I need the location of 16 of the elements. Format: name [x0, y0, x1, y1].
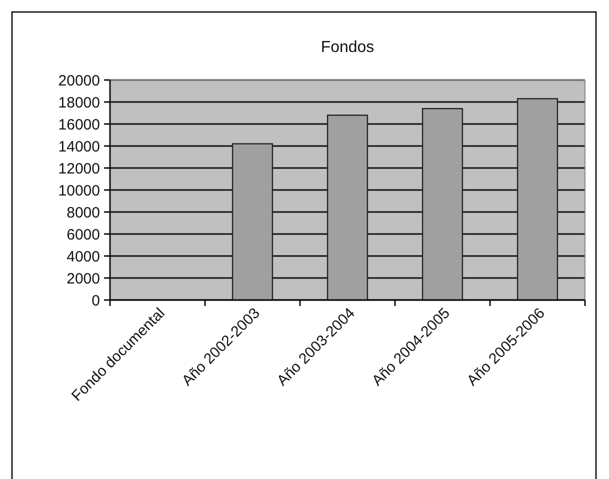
y-tick-label: 16000 — [58, 116, 100, 134]
y-tick-label: 6000 — [66, 226, 100, 244]
y-tick-label: 10000 — [58, 182, 100, 200]
bar — [422, 108, 464, 301]
chart-title: Fondos — [320, 39, 374, 56]
bar — [326, 114, 368, 301]
y-tick-label: 20000 — [58, 72, 100, 90]
y-tick-label: 8000 — [66, 204, 100, 222]
y-tick-label: 18000 — [58, 94, 100, 112]
y-tick-label: 12000 — [58, 160, 100, 178]
y-tick-label: 0 — [92, 292, 100, 310]
y-tick-label: 14000 — [58, 138, 100, 156]
bar — [516, 98, 558, 301]
y-tick-label: 2000 — [66, 270, 100, 288]
y-tick-label: 4000 — [66, 248, 100, 266]
bar — [232, 143, 274, 301]
